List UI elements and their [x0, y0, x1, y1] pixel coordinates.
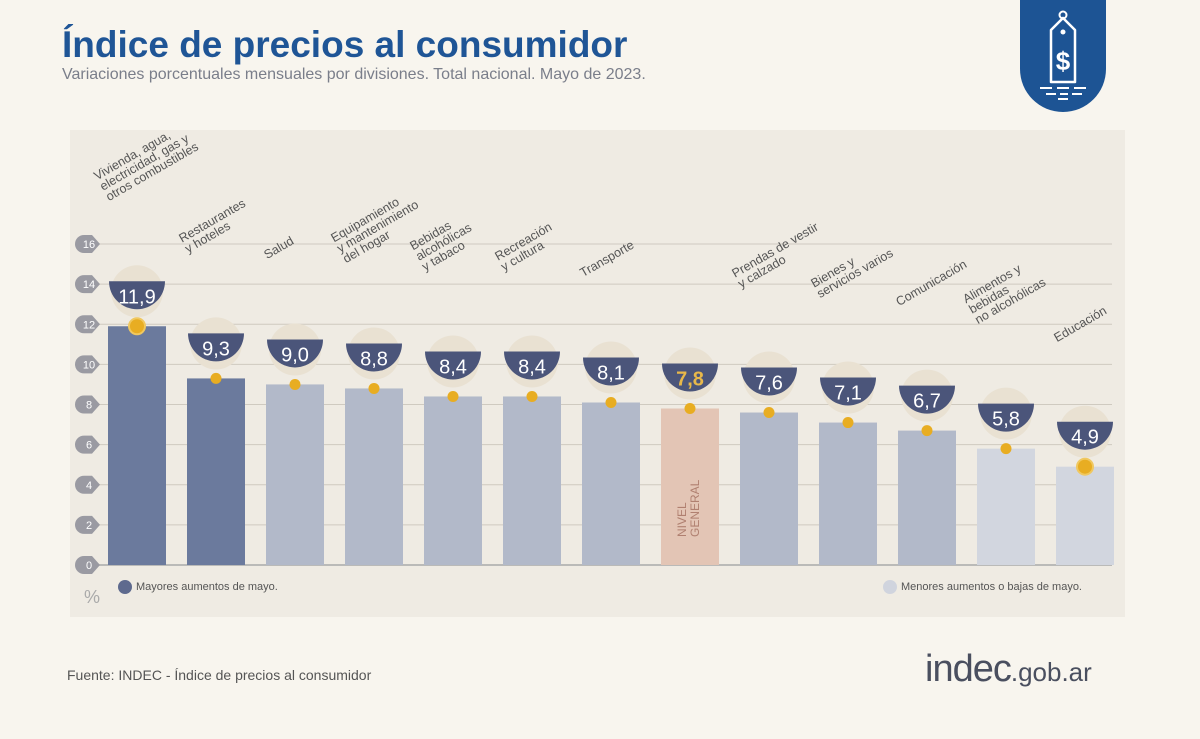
- value-label: 9,3: [202, 338, 230, 360]
- value-label: 8,4: [518, 356, 546, 378]
- y-tick-marker: [75, 395, 100, 414]
- bar: [108, 326, 166, 565]
- category-label: NIVELGENERAL: [675, 479, 702, 537]
- y-tick-marker: [75, 315, 100, 334]
- bar: [740, 412, 798, 565]
- value-badge: [346, 343, 402, 372]
- value-dot: [842, 417, 854, 429]
- value-label: 8,1: [597, 362, 625, 384]
- price-tag-dollar-icon: $: [1020, 0, 1106, 112]
- value-badge: [504, 351, 560, 380]
- brand-logo[interactable]: indec.gob.ar: [925, 648, 1092, 691]
- value-badge: [583, 357, 639, 386]
- y-tick-marker: [75, 515, 100, 534]
- page-subtitle: Variaciones porcentuales mensuales por d…: [62, 66, 646, 83]
- value-label: 11,9: [118, 286, 155, 308]
- value-dot: [128, 317, 146, 336]
- bar: [1056, 466, 1114, 565]
- value-dot: [447, 390, 459, 402]
- source-note: Fuente: INDEC - Índice de precios al con…: [67, 667, 372, 683]
- value-dot: [1000, 443, 1012, 455]
- value-dot: [210, 372, 222, 384]
- value-dot: [763, 407, 775, 419]
- value-dot: [921, 425, 933, 437]
- value-label: 9,0: [281, 344, 309, 366]
- value-dot: [605, 396, 617, 408]
- value-label: 6,7: [913, 391, 941, 413]
- bar: [819, 422, 877, 565]
- legend-swatch: [118, 580, 132, 594]
- y-tick-marker: [75, 275, 100, 294]
- bar: [187, 378, 245, 565]
- bar: [503, 396, 561, 565]
- y-tick-label: 12: [83, 319, 95, 331]
- y-axis-unit: %: [84, 587, 100, 607]
- page-title: Índice de precios al consumidor: [62, 24, 628, 65]
- value-label: 5,8: [992, 409, 1020, 431]
- value-dot: [526, 390, 538, 402]
- value-label: 8,4: [439, 356, 467, 378]
- brand-main: indec: [925, 648, 1012, 690]
- bar: [661, 408, 719, 565]
- value-badge: [109, 281, 166, 310]
- y-tick-label: 10: [83, 359, 95, 371]
- bar: [424, 396, 482, 565]
- value-badge: [662, 363, 718, 392]
- value-dot: [368, 382, 380, 394]
- value-badge: [267, 339, 323, 368]
- y-tick-marker: [75, 435, 100, 454]
- y-tick-label: 14: [83, 279, 95, 291]
- bar: [345, 388, 403, 565]
- y-tick-label: 16: [83, 239, 95, 251]
- legend-menores: Menores aumentos o bajas de mayo.: [883, 580, 1082, 594]
- value-label: 8,8: [360, 348, 388, 370]
- value-badge: [899, 385, 955, 414]
- y-tick-label: 8: [86, 400, 92, 412]
- bar: [582, 402, 640, 565]
- legend-mayores: Mayores aumentos de mayo.: [118, 580, 278, 594]
- value-label: 7,6: [755, 373, 783, 395]
- value-badge: [425, 351, 481, 380]
- brand-domain: .gob.ar: [1010, 657, 1092, 687]
- legend-swatch: [883, 580, 897, 594]
- y-tick-marker: [75, 556, 100, 574]
- value-badge: [820, 377, 876, 406]
- value-badge: [978, 403, 1034, 432]
- value-dot: [684, 403, 696, 415]
- value-badge: [1057, 421, 1113, 450]
- bar: [898, 430, 956, 565]
- y-tick-marker: [75, 355, 100, 374]
- value-dot: [289, 378, 301, 390]
- y-tick-label: 0: [86, 560, 92, 572]
- value-badge: [188, 333, 244, 362]
- value-label: 7,8: [676, 369, 704, 391]
- y-tick-label: 4: [86, 480, 92, 492]
- value-label: 4,9: [1071, 427, 1099, 449]
- svg-text:$: $: [1056, 46, 1071, 76]
- y-tick-marker: [75, 235, 100, 253]
- bar: [266, 384, 324, 565]
- y-tick-label: 6: [86, 440, 92, 452]
- bar: [977, 448, 1035, 565]
- legend-label: Mayores aumentos de mayo.: [136, 581, 278, 593]
- y-tick-marker: [75, 475, 100, 494]
- value-label: 7,1: [834, 383, 862, 405]
- value-badge: [741, 367, 797, 396]
- value-dot: [1076, 457, 1094, 476]
- y-tick-label: 2: [86, 520, 92, 532]
- legend-label: Menores aumentos o bajas de mayo.: [901, 581, 1082, 593]
